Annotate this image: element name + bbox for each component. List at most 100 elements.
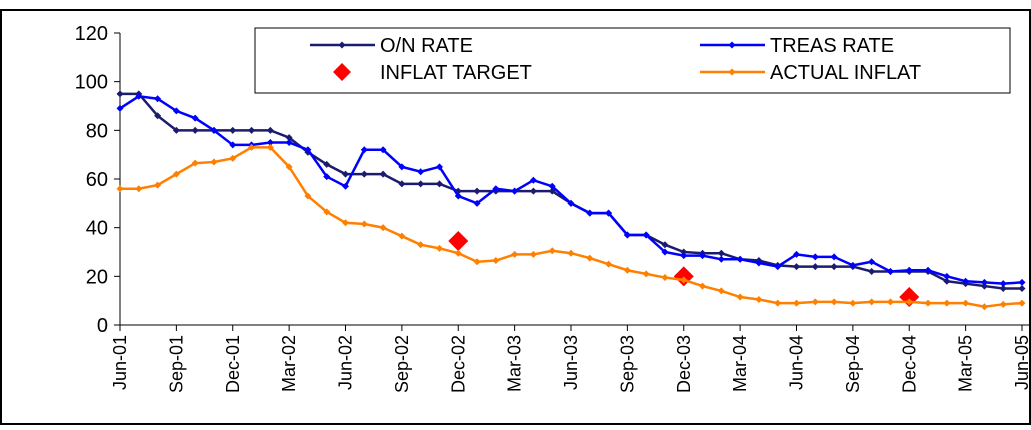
point-marker <box>473 199 481 207</box>
point-marker <box>830 263 838 271</box>
x-tick-label: Jun-05 <box>1012 335 1031 390</box>
x-tick-label: Jun-03 <box>561 335 581 390</box>
point-marker <box>680 248 688 256</box>
point-marker <box>1018 299 1026 307</box>
y-tick-label: 120 <box>75 23 108 45</box>
point-marker <box>323 173 331 181</box>
point-marker <box>999 280 1007 288</box>
point-marker <box>191 114 199 122</box>
legend-label: TREAS RATE <box>770 35 894 57</box>
point-marker <box>172 126 180 134</box>
x-tick-label: Jun-02 <box>336 335 356 390</box>
point-marker <box>999 285 1007 292</box>
point-marker <box>623 231 631 239</box>
point-marker <box>154 95 162 103</box>
point-marker <box>229 126 237 134</box>
point-marker <box>435 180 443 188</box>
point-marker <box>924 299 932 307</box>
x-tick-label: Jun-04 <box>787 335 807 390</box>
point-marker <box>172 107 180 115</box>
point-marker <box>793 250 800 258</box>
target-marker <box>448 231 469 252</box>
point-marker <box>398 232 406 240</box>
point-marker <box>266 126 274 134</box>
point-marker <box>360 220 368 228</box>
x-tick-label: Dec-03 <box>674 335 694 393</box>
x-tick-label: Dec-01 <box>223 335 243 393</box>
point-marker <box>511 187 519 195</box>
point-marker <box>379 224 387 232</box>
point-marker <box>811 298 819 306</box>
point-marker <box>266 139 274 146</box>
x-tick-label: Mar-02 <box>279 335 299 392</box>
point-marker <box>417 180 425 188</box>
point-marker <box>191 159 199 167</box>
point-marker <box>304 146 312 154</box>
point-marker <box>529 176 537 184</box>
x-tick-label: Dec-04 <box>899 335 919 393</box>
point-marker <box>191 126 199 134</box>
point-marker <box>229 154 237 162</box>
point-marker <box>793 263 800 271</box>
point-marker <box>943 277 951 285</box>
point-marker <box>266 143 274 151</box>
point-marker <box>717 255 725 263</box>
point-marker <box>304 192 312 200</box>
point-marker <box>116 185 124 193</box>
point-marker <box>980 278 988 286</box>
point-marker <box>511 250 519 258</box>
point-marker <box>774 263 782 271</box>
point-marker <box>962 277 970 285</box>
point-marker <box>1018 278 1026 286</box>
y-tick-label: 40 <box>86 218 108 240</box>
legend-marker <box>728 41 736 49</box>
point-marker <box>548 247 556 255</box>
point-marker <box>980 303 988 311</box>
x-tick-label: Sep-01 <box>166 335 186 393</box>
point-marker <box>116 90 124 98</box>
point-marker <box>154 112 162 120</box>
point-marker <box>248 143 256 151</box>
point-marker <box>154 181 162 189</box>
point-marker <box>868 298 876 306</box>
point-marker <box>116 104 124 112</box>
point-marker <box>398 163 406 171</box>
legend-label: O/N RATE <box>380 35 473 57</box>
x-tick-label: Dec-02 <box>448 335 468 393</box>
point-marker <box>774 299 782 307</box>
point-marker <box>736 293 744 301</box>
point-marker <box>454 249 462 257</box>
point-marker <box>699 252 707 260</box>
point-marker <box>210 126 218 134</box>
point-marker <box>1018 285 1026 292</box>
x-tick-label: Sep-02 <box>392 335 412 393</box>
point-marker <box>379 146 387 154</box>
point-marker <box>323 160 331 168</box>
point-marker <box>849 261 857 269</box>
point-marker <box>417 168 425 176</box>
point-marker <box>886 298 894 306</box>
point-marker <box>210 158 218 166</box>
point-marker <box>999 300 1007 308</box>
point-marker <box>943 299 951 307</box>
point-marker <box>886 267 894 275</box>
point-marker <box>980 282 988 290</box>
point-marker <box>661 241 669 249</box>
point-marker <box>567 249 575 257</box>
y-tick-label: 80 <box>86 120 108 142</box>
point-marker <box>492 257 500 265</box>
point-marker <box>661 274 669 282</box>
x-tick-label: Sep-04 <box>843 335 863 393</box>
point-marker <box>417 241 425 249</box>
point-marker <box>717 287 725 295</box>
point-marker <box>285 163 293 171</box>
point-marker <box>849 299 857 307</box>
point-marker <box>943 272 951 280</box>
x-tick-label: Mar-05 <box>956 335 976 392</box>
point-marker <box>605 260 613 268</box>
x-tick-label: Mar-04 <box>730 335 750 392</box>
point-marker <box>924 266 932 274</box>
point-marker <box>342 182 349 190</box>
point-marker <box>435 244 443 252</box>
point-marker <box>755 295 763 303</box>
